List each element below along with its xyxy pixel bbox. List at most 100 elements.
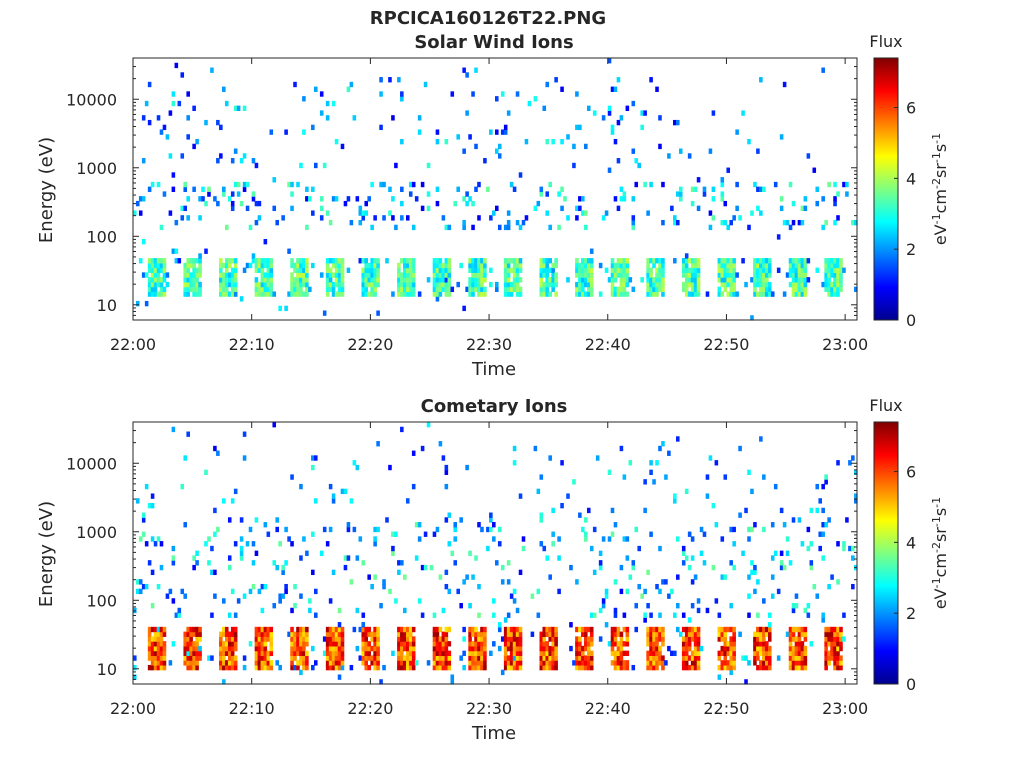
spectrogram-cell [530, 593, 535, 599]
spectrogram-cell [554, 660, 558, 666]
spectrogram-cell [732, 272, 736, 278]
spectrogram-cell [678, 148, 683, 154]
spectrogram-cell [144, 300, 149, 307]
spectrogram-cell [557, 536, 561, 542]
spectrogram-cell [515, 272, 520, 278]
spectrogram-cell [266, 262, 271, 269]
spectrogram-cell [765, 650, 769, 657]
spectrogram-cell [717, 262, 722, 269]
spectrogram-cell [435, 267, 440, 273]
spectrogram-cell [290, 650, 294, 657]
spectrogram-cell [465, 200, 469, 207]
spectrogram-cells [133, 422, 858, 685]
spectrogram-cell [753, 564, 757, 571]
spectrogram-cell [408, 650, 413, 657]
spectrogram-cell [468, 258, 472, 264]
spectrogram-cell [729, 650, 733, 657]
spectrogram-cell [788, 560, 793, 566]
spectrogram-cell [661, 655, 665, 661]
spectrogram-cell [195, 631, 199, 637]
spectrogram-cell [684, 286, 689, 293]
spectrogram-cell [581, 286, 585, 293]
spectrogram-cell [824, 277, 828, 283]
spectrogram-cell [753, 636, 757, 642]
spectrogram-cell [732, 655, 736, 661]
spectrogram-cell [370, 272, 374, 278]
spectrogram-cell [578, 277, 582, 283]
spectrogram-cell [444, 272, 449, 278]
spectrogram-cell [405, 631, 410, 637]
spectrogram-cell [260, 664, 265, 671]
spectrogram-cell [503, 655, 508, 661]
spectrogram-cell [554, 272, 558, 278]
spectrogram-cell [497, 622, 502, 628]
spectrogram-cell [732, 262, 736, 269]
spectrogram-cell [515, 91, 520, 97]
spectrogram-cell [613, 607, 618, 614]
spectrogram-cell [759, 258, 763, 264]
spectrogram-cell [325, 631, 330, 637]
spectrogram-cell [545, 291, 550, 297]
spectrogram-cell [159, 267, 164, 273]
spectrogram-cell [269, 129, 274, 135]
spectrogram-cell [337, 291, 342, 297]
spectrogram-cell [156, 281, 161, 288]
spectrogram-cell [586, 655, 591, 661]
spectrogram-cell [696, 272, 701, 278]
spectrogram-cell [311, 645, 315, 652]
spectrogram-cell [586, 650, 591, 657]
spectrogram-cell [195, 560, 199, 566]
spectrogram-cell [489, 517, 493, 523]
spectrogram-cell [248, 262, 253, 269]
spectrogram-cell [794, 277, 799, 283]
spectrogram-cell [337, 641, 342, 647]
spectrogram-cell [269, 267, 274, 273]
spectrogram-cell [524, 215, 529, 221]
spectrogram-cell [438, 441, 443, 447]
spectrogram-cell [388, 77, 392, 83]
spectrogram-cell [509, 286, 514, 293]
spectrogram-cell [438, 267, 443, 273]
spectrogram-cell [227, 277, 232, 283]
spectrogram-cell [575, 272, 579, 278]
spectrogram-cell [800, 626, 805, 633]
spectrogram-cell [785, 272, 790, 278]
y-axis-label: Energy (eV) [36, 501, 57, 607]
spectrogram-cell [815, 200, 820, 207]
spectrogram-cell [646, 655, 650, 661]
spectrogram-cell [251, 191, 256, 197]
spectrogram-cell [759, 286, 763, 293]
spectrogram-cell [400, 138, 404, 145]
spectrogram-cell [405, 277, 410, 283]
spectrogram-cell [438, 291, 443, 297]
spectrogram-cell [408, 636, 413, 642]
spectrogram-cell [791, 636, 796, 642]
spectrogram-cell [361, 210, 366, 216]
spectrogram-cell [468, 603, 472, 609]
spectrogram-cell [800, 272, 805, 278]
spectrogram-cell [189, 631, 193, 637]
spectrogram-cell [150, 277, 155, 283]
spectrogram-cell [224, 636, 229, 642]
spectrogram-cell [619, 631, 624, 637]
spectrogram-cell [150, 641, 155, 647]
spectrogram-cell [610, 631, 615, 637]
spectrogram-cell [159, 258, 164, 264]
spectrogram-cell [575, 650, 579, 657]
spectrogram-cell [518, 267, 523, 273]
spectrogram-cell [432, 650, 437, 657]
spectrogram-cell [836, 636, 840, 642]
spectrogram-cell [610, 660, 615, 666]
spectrogram-cell [153, 258, 158, 264]
spectrogram-cell [189, 660, 193, 666]
spectrogram-cell [625, 555, 630, 561]
spectrogram-cell [836, 626, 840, 633]
spectrogram-cell [186, 650, 190, 657]
spectrogram-cell [803, 607, 808, 614]
spectrogram-cell [503, 224, 508, 231]
spectrogram-cell [269, 291, 274, 297]
spectrogram-cell [782, 291, 787, 297]
spectrogram-cell [732, 564, 736, 571]
spectrogram-cell [177, 100, 182, 107]
